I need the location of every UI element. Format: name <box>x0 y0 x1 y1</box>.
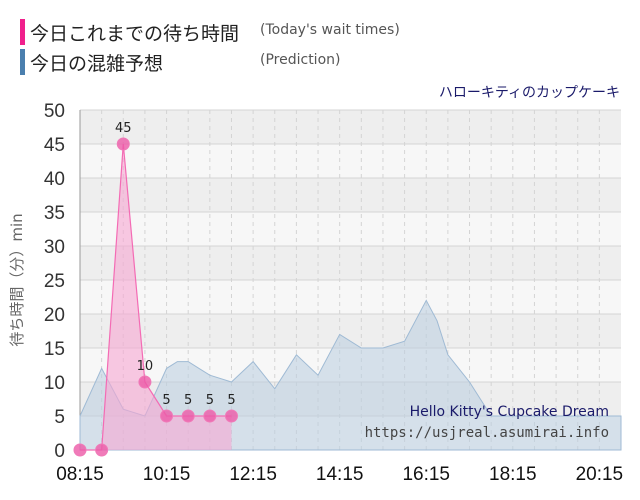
data-label: 5 <box>227 393 235 408</box>
x-tick-label: 20:15 <box>576 464 624 485</box>
y-tick-label: 30 <box>44 237 65 258</box>
x-tick-label: 16:15 <box>402 464 450 485</box>
legend-note-prediction: (Prediction) <box>260 52 341 68</box>
data-label: 5 <box>184 393 192 408</box>
y-axis-label: 待ち時間（分）min <box>8 213 26 346</box>
y-tick-label: 0 <box>54 441 65 462</box>
x-tick-label: 08:15 <box>56 464 104 485</box>
legend-item-today: 今日これまでの待ち時間 (Today's wait times) <box>20 18 540 48</box>
y-tick-label: 50 <box>44 101 65 122</box>
legend-label-today: 今日これまでの待ち時間 <box>30 23 240 45</box>
today-point <box>116 137 130 151</box>
y-tick-label: 20 <box>44 305 65 326</box>
y-tick-label: 25 <box>44 271 65 292</box>
legend-note-today: (Today's wait times) <box>260 22 400 38</box>
y-tick-label: 45 <box>44 135 65 156</box>
y-tick-label: 40 <box>44 169 65 190</box>
x-tick-label: 10:15 <box>143 464 191 485</box>
legend-item-prediction: 今日の混雑予想 (Prediction) <box>20 48 540 78</box>
data-label: 5 <box>206 393 214 408</box>
data-label: 45 <box>115 121 132 136</box>
y-tick-label: 15 <box>44 339 65 360</box>
x-tick-label: 14:15 <box>316 464 364 485</box>
attribution-title: Hello Kitty's Cupcake Dream <box>410 404 609 420</box>
today-point <box>203 409 217 423</box>
plot-band <box>80 110 621 144</box>
x-tick-label: 18:15 <box>489 464 537 485</box>
data-label: 10 <box>137 359 154 374</box>
plot-band <box>80 246 621 280</box>
legend-swatch-today <box>20 19 25 45</box>
attribution-url: https://usjreal.asumirai.info <box>365 425 609 441</box>
today-point <box>160 409 174 423</box>
today-point <box>138 375 152 389</box>
y-tick-label: 10 <box>44 373 65 394</box>
legend: 今日これまでの待ち時間 (Today's wait times) 今日の混雑予想… <box>20 18 540 78</box>
y-tick-label: 35 <box>44 203 65 224</box>
today-point <box>224 409 238 423</box>
today-point <box>73 443 87 457</box>
today-point <box>181 409 195 423</box>
data-label: 5 <box>162 393 170 408</box>
y-tick-label: 5 <box>54 407 65 428</box>
today-point <box>95 443 109 457</box>
legend-label-prediction: 今日の混雑予想 <box>30 53 164 75</box>
x-tick-label: 12:15 <box>229 464 277 485</box>
today-area <box>80 144 232 450</box>
ride-name: ハローキティのカップケーキ <box>439 85 620 101</box>
plot-band <box>80 178 621 212</box>
legend-swatch-prediction <box>20 49 25 75</box>
